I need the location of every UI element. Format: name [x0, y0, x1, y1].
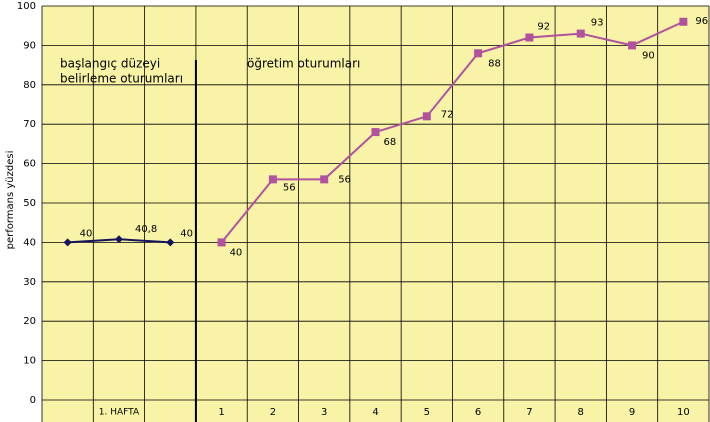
point — [166, 238, 175, 247]
y-tick-label: 10 — [23, 356, 36, 367]
y-tick-label: 20 — [23, 316, 36, 327]
x-tick-label: 1 — [218, 407, 224, 418]
data-label: 56 — [338, 174, 351, 185]
group-label: 1. HAFTA — [99, 408, 140, 418]
y-tick-label: 80 — [23, 80, 36, 91]
y-axis-label: performans yüzdesi — [5, 151, 16, 250]
point — [63, 238, 72, 247]
data-label: 56 — [283, 182, 296, 193]
plot-background — [42, 6, 709, 422]
x-tick-label: 7 — [526, 407, 532, 418]
data-label: 96 — [695, 16, 708, 27]
point — [114, 235, 123, 244]
x-tick-label: 2 — [270, 407, 276, 418]
annotation: başlangıç düzeyi — [60, 57, 160, 71]
y-tick-label: 30 — [23, 277, 36, 288]
y-tick-label: 40 — [23, 237, 36, 248]
point — [679, 17, 688, 26]
x-tick-label: 8 — [578, 407, 584, 418]
data-label: 40,8 — [135, 224, 157, 235]
point — [525, 33, 534, 42]
point — [576, 29, 585, 38]
y-tick-label: 60 — [23, 159, 36, 170]
x-tick-label: 3 — [321, 407, 327, 418]
x-tick-label: 6 — [475, 407, 481, 418]
y-tick-label: 0 — [30, 395, 36, 406]
x-tick-label: 4 — [372, 407, 378, 418]
y-tick-label: 100 — [17, 1, 36, 12]
data-label: 92 — [537, 22, 550, 33]
data-label: 93 — [591, 18, 604, 29]
point — [422, 112, 431, 121]
data-label: 40 — [230, 247, 243, 258]
data-label: 40 — [180, 228, 193, 239]
data-label: 72 — [441, 109, 454, 120]
data-label: 88 — [488, 58, 501, 69]
x-tick-label: 10 — [677, 407, 690, 418]
series-line — [220, 20, 684, 244]
point — [628, 41, 637, 50]
data-label: 40 — [80, 228, 93, 239]
x-tick-label: 5 — [424, 407, 430, 418]
point — [371, 128, 380, 137]
annotation: öğretim oturumları — [247, 57, 360, 71]
data-label: 68 — [384, 137, 397, 148]
annotation: belirleme oturumları — [60, 72, 183, 86]
y-tick-label: 70 — [23, 119, 36, 130]
point — [217, 238, 226, 247]
x-tick-label: 9 — [629, 407, 635, 418]
data-label: 90 — [642, 50, 655, 61]
point — [320, 175, 329, 184]
point — [268, 175, 277, 184]
point — [474, 49, 483, 58]
y-tick-label: 90 — [23, 40, 36, 51]
y-tick-label: 50 — [23, 198, 36, 209]
